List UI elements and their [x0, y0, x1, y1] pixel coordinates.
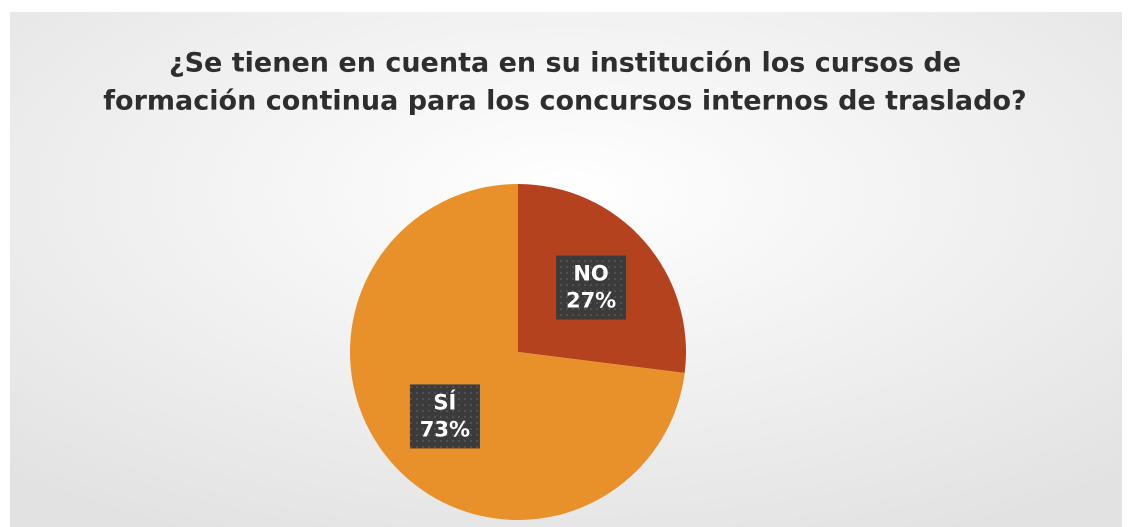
slice-label: SÍ [433, 389, 456, 414]
slice-value-label: 73% [420, 417, 470, 441]
slice-label: NO [573, 262, 608, 286]
slice-value-label: 27% [566, 289, 616, 313]
label-box [409, 384, 480, 449]
chart-title: formación continua para los concursos in… [103, 86, 1026, 117]
chart-title: ¿Se tienen en cuenta en su institución l… [169, 48, 961, 79]
label-box [556, 255, 627, 320]
